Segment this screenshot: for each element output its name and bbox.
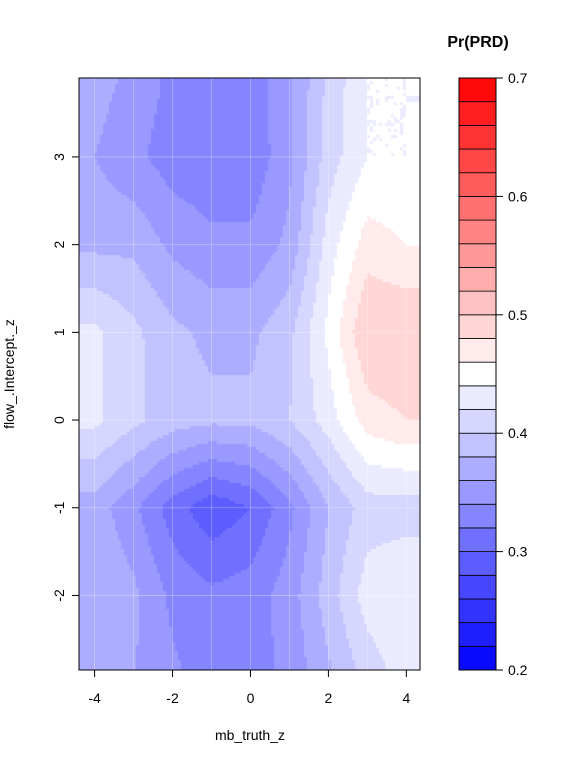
x-axis: -4 -2 0 2 4 [88, 669, 410, 706]
legend-tick-label: 0.7 [508, 70, 528, 86]
x-tick-label: -4 [88, 690, 101, 706]
legend-title: Pr(PRD) [447, 34, 508, 51]
legend-color-bar [458, 77, 497, 671]
y-tick-label: 1 [51, 328, 67, 336]
contour-plot-area [79, 78, 420, 670]
legend-swatch [458, 409, 497, 434]
legend-axis: 0.2 0.3 0.4 0.5 0.6 0.7 [496, 70, 528, 678]
legend-swatch [458, 645, 497, 671]
y-axis-title: flow_.Intercept._z [1, 319, 17, 429]
legend-swatch [458, 290, 497, 316]
legend-swatch [458, 148, 497, 174]
legend-swatch [458, 598, 497, 624]
legend-swatch [458, 574, 497, 600]
legend-swatch [458, 385, 497, 410]
x-tick-label: -2 [166, 690, 179, 706]
legend-swatch [458, 527, 497, 552]
y-tick-label: 0 [51, 416, 67, 424]
legend-tick-label: 0.4 [508, 425, 528, 441]
legend-swatch [458, 195, 497, 221]
legend-frame [458, 77, 497, 671]
legend-swatch [458, 480, 497, 505]
legend-swatch [458, 503, 497, 529]
grid-lines [79, 78, 420, 670]
legend-swatch [458, 77, 497, 103]
legend-tick-label: 0.3 [508, 544, 528, 560]
legend-swatch [458, 361, 497, 387]
x-axis-title: mb_truth_z [215, 727, 285, 743]
legend-swatch [458, 314, 497, 339]
legend-swatch [458, 172, 497, 197]
x-tick-label: 0 [247, 690, 255, 706]
legend-swatch [458, 243, 497, 268]
legend-swatch [458, 338, 497, 363]
contour-fill [79, 78, 420, 670]
color-legend: Pr(PRD) 0.2 0.3 0.4 0.5 0.6 0.7 [447, 34, 527, 678]
legend-swatch [458, 622, 497, 647]
legend-swatch [458, 219, 497, 245]
legend-tick-label: 0.6 [508, 188, 528, 204]
legend-tick-label: 0.2 [508, 662, 528, 678]
legend-swatch [458, 124, 497, 150]
x-tick-label: 2 [325, 690, 333, 706]
legend-swatch [458, 456, 497, 481]
legend-swatch [458, 101, 497, 126]
y-tick-label: -1 [51, 501, 67, 514]
legend-swatch [458, 432, 497, 458]
legend-swatch [458, 267, 497, 292]
y-tick-label: 3 [51, 153, 67, 161]
legend-swatch [458, 551, 497, 576]
y-tick-label: 2 [51, 241, 67, 249]
y-axis: -2 -1 0 1 2 3 [51, 153, 79, 602]
y-tick-label: -2 [51, 589, 67, 602]
x-tick-label: 4 [402, 690, 410, 706]
legend-tick-label: 0.5 [508, 307, 528, 323]
